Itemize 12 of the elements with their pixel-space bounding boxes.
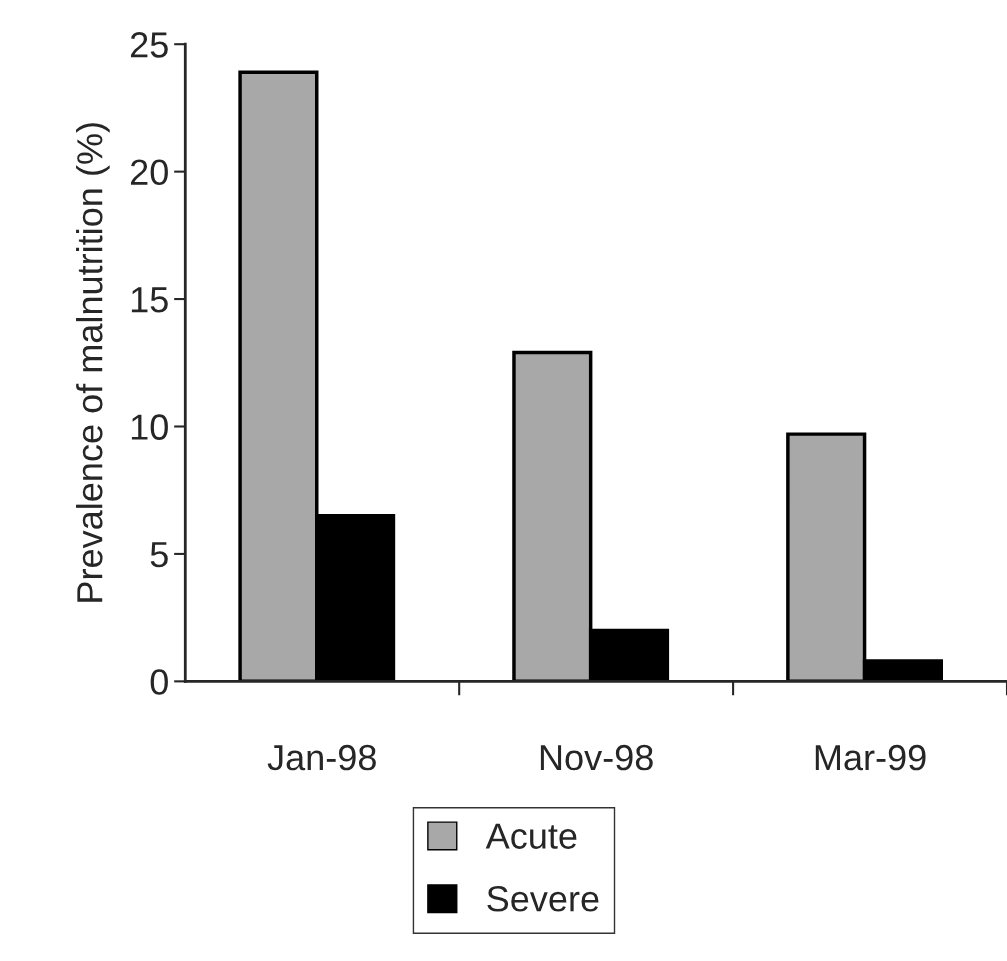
y-tick-label: 5: [150, 542, 168, 568]
legend-label: Acute: [485, 823, 577, 849]
legend-label: Severe: [487, 886, 599, 912]
x-tick-label: Jan-98: [267, 744, 376, 771]
y-tick-label: 15: [131, 287, 168, 313]
y-tick-label: 10: [131, 414, 168, 440]
y-tick-label: 20: [130, 159, 168, 186]
y-tick-label: 25: [130, 32, 168, 58]
x-tick-label: Mar-99: [815, 744, 926, 771]
x-tick-label: Nov-98: [540, 744, 653, 771]
y-axis-title: Prevalence of malnutrition (%): [76, 123, 110, 602]
y-tick-label: 0: [150, 669, 168, 695]
